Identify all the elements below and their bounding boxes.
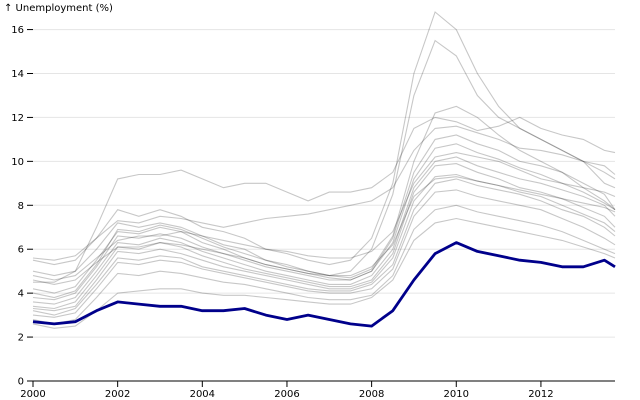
gridlines	[33, 29, 615, 338]
x-tick: 2006	[274, 381, 300, 400]
y-tick: 8	[18, 201, 33, 212]
x-tick: 2004	[190, 381, 215, 400]
series-line	[33, 116, 616, 283]
x-tick-label: 2006	[274, 389, 299, 400]
series-lines	[32, 11, 616, 329]
series-line	[32, 134, 616, 294]
y-tick-label: 10	[11, 157, 24, 168]
y-tick: 4	[18, 289, 33, 300]
series-line	[32, 125, 616, 261]
y-tick-label: 6	[18, 245, 24, 256]
series-line	[32, 163, 616, 310]
y-tick: 16	[11, 25, 33, 36]
x-tick-label: 2002	[105, 389, 130, 400]
y-tick-label: 0	[18, 377, 24, 388]
series-line	[32, 39, 616, 277]
x-tick-label: 2004	[190, 389, 215, 400]
y-tick-label: 2	[18, 333, 24, 344]
y-tick-label: 16	[11, 25, 24, 36]
y-tick: 6	[18, 245, 33, 256]
highlighted-series-line	[32, 241, 616, 328]
y-tick-label: 8	[18, 201, 24, 212]
y-tick: 2	[18, 333, 33, 344]
y-tick: 0	[18, 377, 33, 388]
series-line	[32, 178, 616, 316]
x-tick-label: 2010	[444, 389, 469, 400]
y-axis: 0 2 4 6 8 10 12 14 16	[11, 25, 33, 388]
x-axis: 2000 2002 2004 2006 2008 2010 2012	[20, 380, 615, 400]
series-line	[32, 173, 616, 312]
x-tick: 2002	[105, 381, 130, 400]
y-tick: 10	[11, 157, 33, 168]
y-tick: 12	[11, 113, 33, 124]
x-tick-label: 2008	[359, 389, 384, 400]
x-tick: 2010	[444, 381, 469, 400]
y-tick-label: 12	[11, 113, 24, 124]
y-tick-label: 4	[18, 289, 24, 300]
x-tick: 2000	[20, 381, 46, 400]
y-tick-label: 14	[11, 69, 24, 80]
series-line	[32, 204, 616, 325]
x-tick-label: 2000	[20, 389, 45, 400]
y-axis-label: ↑ Unemployment (%)	[4, 3, 113, 14]
series-line	[32, 156, 616, 305]
series-line	[32, 189, 616, 318]
series-line	[32, 176, 616, 285]
series-line	[32, 152, 616, 281]
y-tick: 14	[11, 69, 33, 80]
x-tick-label: 2012	[528, 389, 553, 400]
series-line	[32, 217, 616, 329]
x-tick: 2012	[528, 381, 554, 400]
series-line	[32, 11, 616, 266]
x-tick: 2008	[359, 381, 384, 400]
series-line	[32, 143, 616, 301]
series-line	[32, 105, 616, 299]
